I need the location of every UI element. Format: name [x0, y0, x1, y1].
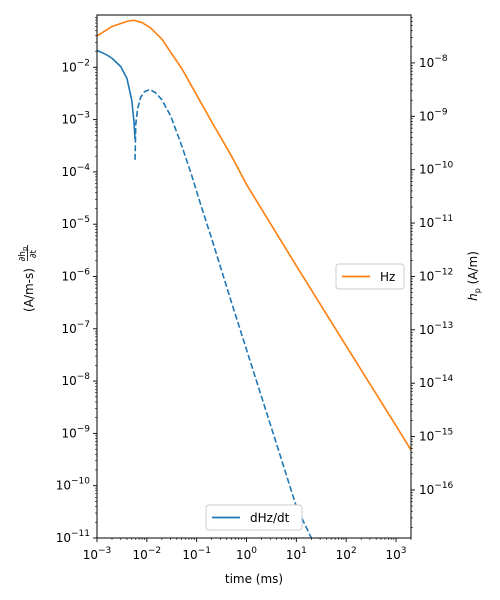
x-tick-label: 10−1 [182, 546, 211, 562]
right-y-tick-label: 10−11 [419, 214, 453, 230]
left-y-tick-label: 10−3 [61, 111, 90, 127]
left-y-label-numerator: ∂hp [18, 246, 29, 261]
left-y-tick-label: 10−4 [61, 163, 90, 179]
left-y-tick-label: 10−5 [61, 215, 90, 231]
right-y-tick-label: 10−15 [419, 428, 453, 444]
left-y-label-denominator: ∂t [29, 249, 39, 258]
left-y-tick-label: 10−2 [61, 58, 90, 74]
x-tick-label: 100 [236, 546, 257, 562]
right-y-tick-label: 10−14 [419, 374, 454, 390]
right-y-tick-label: 10−13 [419, 321, 453, 337]
left-y-axis: 10−2 10−3 10−4 10−5 10−6 10−7 10−8 10−9 10−10 10−… [56, 17, 97, 545]
x-tick-label: 10−3 [83, 546, 112, 562]
left-y-tick-label: 10−7 [61, 320, 90, 336]
right-y-tick-label: 10−16 [419, 481, 454, 497]
legend-hz: Hz [335, 263, 405, 290]
left-y-tick-label: 10−8 [61, 372, 90, 388]
right-y-tick-label: 10−12 [419, 267, 453, 283]
right-y-axis: 10−8 10−9 10−10 10−11 10−12 10−13 10−14 10−15 10… [411, 17, 454, 528]
x-tick-label: 101 [286, 546, 307, 562]
x-tick-label: 103 [385, 546, 406, 562]
left-y-tick-label: 10−11 [56, 529, 90, 545]
right-y-tick-label: 10−10 [419, 161, 454, 177]
right-y-tick-label: 10−8 [419, 54, 448, 70]
legend-label-dhz-dt: dHz/dt [250, 511, 290, 525]
series-line-dhz-dt-dashed [134, 88, 313, 538]
legend-dhz-dt: dHz/dt [205, 504, 303, 531]
x-tick-label: 10−2 [133, 546, 162, 562]
left-y-tick-label: 10−9 [61, 424, 90, 440]
left-y-tick-label: 10−10 [56, 477, 91, 493]
right-y-axis-label: hp (A/m) [466, 251, 482, 301]
series-line-hz-solid [97, 19, 411, 451]
right-y-tick-label: 10−9 [419, 107, 448, 123]
legend-label-hz: Hz [380, 270, 395, 284]
x-axis: 10−3 10−2 10−1 100 101 102 103 [83, 538, 412, 562]
left-y-axis-label: ∂hp ∂t (A/m-s) [18, 245, 39, 312]
left-y-label-units: (A/m-s) [22, 268, 36, 312]
series-line-dhz-dt-solid [97, 49, 136, 140]
series-layer [97, 19, 411, 538]
x-axis-label: time (ms) [225, 572, 283, 586]
x-tick-label: 102 [336, 546, 357, 562]
left-y-tick-label: 10−6 [61, 268, 90, 284]
svg-text:hp (A/m): hp (A/m) [466, 251, 482, 301]
